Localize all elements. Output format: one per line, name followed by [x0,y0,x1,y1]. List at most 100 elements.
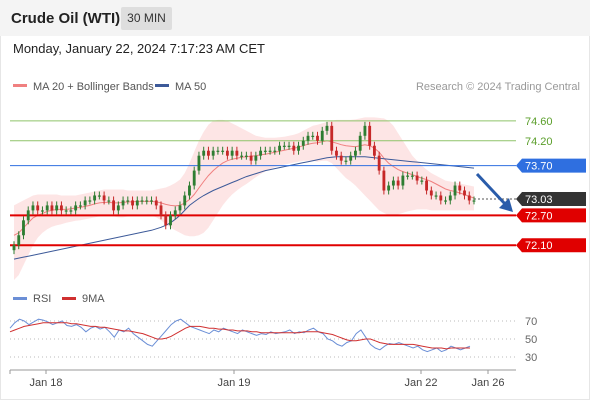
candle-body [448,195,452,201]
candle-body [22,220,25,236]
ma50-line [13,156,475,260]
candle [17,231,21,250]
candle-body [472,200,476,202]
candle-body [467,195,471,201]
candle-body [306,135,310,141]
rsi-tick-70: 70 [525,316,537,328]
candle-body [78,205,82,207]
candle [50,201,54,215]
ma50-legend-swatch [155,84,169,87]
candle [401,171,405,190]
candle-body [221,150,225,152]
candle [387,181,391,195]
bollinger-band-fill [14,117,474,281]
candle-body [382,170,386,191]
candle-body [297,145,300,151]
candle-body [358,135,362,151]
level-label-74.20: 74.20 [525,136,553,148]
candle [135,196,139,210]
level-label-74.60: 74.60 [525,116,553,128]
ma50-legend-label: MA 50 [175,81,206,93]
candle [164,211,168,230]
x-tick-label: Jan 26 [471,377,504,389]
candle [335,146,338,160]
candle-body [164,215,168,226]
candle-body [263,150,267,152]
candle-body [135,200,139,206]
candle [107,196,111,205]
candle-body [202,150,206,156]
candle-body [74,205,78,211]
timeframe-badge[interactable]: 30 MIN [121,7,172,30]
candle [240,151,244,160]
candle-body [36,205,40,211]
candle-body [216,150,220,152]
candle [453,181,457,200]
candle-body [316,135,319,141]
candle [188,181,191,200]
candle [358,131,362,155]
instrument-title: Crude Oil (WTI) [11,10,121,27]
price-levels: 74.60 74.20 73.70 73.03 72.70 72.10 [10,116,586,253]
candle-body [97,195,101,197]
candle-body [287,145,291,147]
candle-body [325,125,329,131]
candle [349,151,353,165]
candle [183,191,187,210]
ma9-legend-swatch [62,297,76,300]
candle-body [178,205,182,211]
candle-body [463,190,466,196]
candle [259,146,263,160]
candle [415,171,419,185]
candles [12,121,476,255]
candle-body [126,200,130,202]
candle-body [453,185,457,196]
candle [372,141,376,160]
candle-body [415,175,419,181]
candle-body [244,155,248,157]
candle [429,186,433,200]
candle-body [64,210,68,212]
candle [382,166,386,195]
level-label-73.70: 73.70 [525,161,553,173]
candle-body [410,175,414,177]
candle [406,171,410,180]
candle-body [183,195,187,206]
candle [131,196,134,210]
candle [439,191,443,205]
rsi-tick-30: 30 [525,352,537,364]
level-label-73.03: 73.03 [525,194,553,206]
candle [244,151,248,160]
rsi-legend-label: RSI [33,293,51,305]
candle-body [330,125,334,151]
candle-body [401,175,405,186]
candle [64,206,68,215]
candle-body [50,205,54,211]
candle [377,151,381,175]
candle [301,136,305,150]
candle-body [45,205,49,211]
candle-body [349,155,353,161]
candle-body [192,170,196,186]
candle-body [41,210,44,212]
candle [88,196,92,205]
candle-body [235,150,239,156]
candle-body [154,200,158,206]
candle-body [344,160,348,162]
candle [306,131,310,145]
candle-body [60,205,63,211]
candle [282,141,286,150]
candle-body [363,125,367,136]
candle [93,191,97,205]
candle-body [372,145,376,156]
candle [60,201,63,215]
candle-body [273,150,277,152]
candle [249,151,253,165]
candle [396,176,400,190]
candle-body [112,200,116,211]
candle-body [268,150,272,152]
candle [173,206,177,220]
candle [74,201,78,215]
candle-body [207,150,210,156]
